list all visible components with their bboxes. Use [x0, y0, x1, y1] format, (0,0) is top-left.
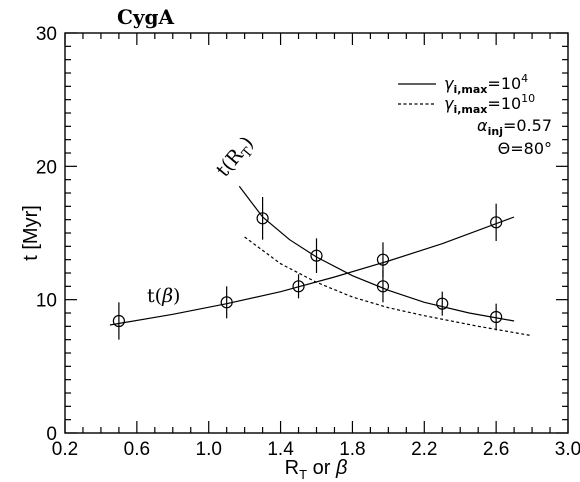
x-tick-label: 2.2	[411, 439, 437, 460]
curve-t-rt-dotted	[244, 236, 533, 337]
point-marker	[490, 310, 503, 324]
point-marker	[436, 297, 449, 310]
point-marker	[310, 249, 323, 262]
point-marker	[376, 253, 390, 266]
chart-title: CygA	[117, 5, 175, 29]
y-tick-label: 0	[46, 424, 57, 445]
point-marker	[376, 280, 390, 293]
x-tick-label: 1.8	[339, 439, 365, 460]
data-point	[292, 274, 305, 299]
legend-entry: γi,max=104	[444, 72, 528, 96]
axis-tick-labels: 0.2 0.6 1.0 1.4 1.8 2.2 2.6 3.0 0 10 20 30	[36, 24, 580, 460]
legend-entry: γi,max=1010	[444, 92, 535, 116]
y-axis-label: t [Myr]	[20, 205, 42, 261]
y-tick-label: 30	[36, 24, 57, 45]
data-point	[256, 197, 269, 240]
point-marker	[220, 296, 233, 309]
y-tick-label: 10	[36, 291, 57, 312]
x-tick-label: 0.2	[52, 439, 78, 460]
data-point	[490, 303, 503, 331]
data-points	[112, 197, 503, 340]
label-t-rt: t(RT)	[212, 132, 261, 184]
y-tick-label: 20	[36, 157, 57, 178]
axis-ticks	[64, 32, 569, 434]
fit-curves	[109, 185, 533, 337]
x-tick-label: 1.4	[267, 439, 294, 460]
data-point	[436, 291, 449, 316]
legend-param: αinj=0.57	[477, 116, 552, 138]
legend-param: Θ=80°	[498, 139, 552, 158]
curve-t-beta	[109, 216, 515, 326]
plot-frame	[64, 32, 569, 434]
x-tick-label: 3.0	[555, 439, 580, 460]
x-tick-label: 2.6	[483, 439, 509, 460]
x-tick-label: 1.0	[196, 439, 222, 460]
x-tick-label: 0.6	[124, 439, 150, 460]
data-point	[490, 203, 503, 241]
data-point	[376, 270, 390, 303]
curve-labels: t(β) t(RT)	[147, 132, 261, 307]
label-t-beta: t(β)	[147, 285, 180, 307]
data-point	[220, 286, 233, 319]
curve-t-rt	[238, 185, 515, 322]
point-marker	[112, 314, 125, 328]
x-axis-label: RT or β	[285, 457, 348, 482]
data-point	[310, 238, 323, 273]
point-marker	[292, 280, 305, 293]
data-point	[112, 302, 125, 340]
point-marker	[256, 212, 269, 225]
point-marker	[490, 216, 503, 229]
